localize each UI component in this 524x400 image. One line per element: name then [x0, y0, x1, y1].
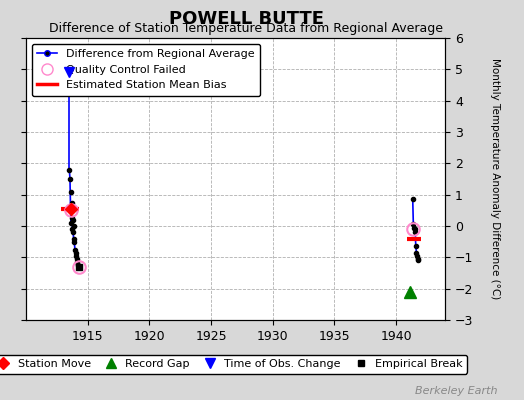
Text: Difference of Station Temperature Data from Regional Average: Difference of Station Temperature Data f…: [49, 22, 443, 35]
Difference from Regional Average: [73, 256, 80, 261]
Difference from Regional Average: [69, 216, 75, 220]
Difference from Regional Average: [66, 167, 72, 172]
Difference from Regional Average: [68, 220, 74, 225]
Difference from Regional Average: [72, 250, 79, 255]
Difference from Regional Average: [74, 260, 81, 264]
Difference from Regional Average: [71, 239, 78, 244]
Difference from Regional Average: [71, 236, 77, 241]
Legend: Station Move, Record Gap, Time of Obs. Change, Empirical Break: Station Move, Record Gap, Time of Obs. C…: [0, 355, 467, 374]
Difference from Regional Average: [75, 263, 81, 268]
Difference from Regional Average: [67, 177, 73, 182]
Text: POWELL BUTTE: POWELL BUTTE: [169, 10, 324, 28]
Difference from Regional Average: [72, 247, 78, 252]
Text: Berkeley Earth: Berkeley Earth: [416, 386, 498, 396]
Difference from Regional Average: [70, 230, 76, 235]
Difference from Regional Average: [75, 264, 82, 269]
Difference from Regional Average: [69, 227, 75, 232]
Line: Difference from Regional Average: Difference from Regional Average: [67, 168, 81, 269]
Difference from Regional Average: [68, 208, 74, 213]
Y-axis label: Monthly Temperature Anomaly Difference (°C): Monthly Temperature Anomaly Difference (…: [490, 58, 500, 300]
Difference from Regional Average: [73, 253, 79, 258]
